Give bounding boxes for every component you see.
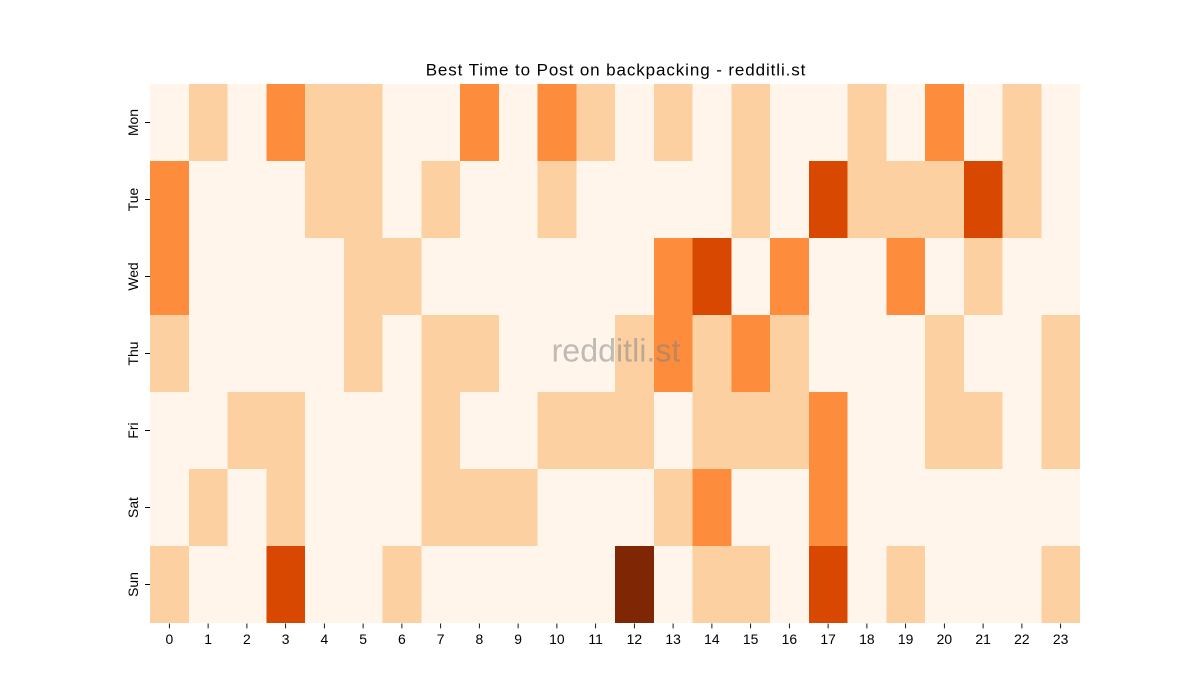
svg-text:Best Time to Post on backpacki: Best Time to Post on backpacking - reddi… <box>426 61 807 80</box>
svg-text:2: 2 <box>243 631 251 647</box>
svg-text:16: 16 <box>782 631 798 647</box>
svg-text:Sat: Sat <box>125 497 141 518</box>
svg-text:0: 0 <box>166 631 174 647</box>
svg-text:10: 10 <box>549 631 565 647</box>
svg-text:Wed: Wed <box>125 262 141 290</box>
svg-text:18: 18 <box>859 631 875 647</box>
svg-text:19: 19 <box>898 631 914 647</box>
svg-text:12: 12 <box>627 631 643 647</box>
svg-text:13: 13 <box>665 631 681 647</box>
svg-text:17: 17 <box>820 631 836 647</box>
svg-text:6: 6 <box>398 631 406 647</box>
svg-text:redditli.st: redditli.st <box>552 333 681 369</box>
svg-text:7: 7 <box>437 631 445 647</box>
svg-text:15: 15 <box>743 631 759 647</box>
svg-text:1: 1 <box>204 631 212 647</box>
svg-text:Fri: Fri <box>125 422 141 438</box>
svg-text:5: 5 <box>359 631 367 647</box>
svg-text:21: 21 <box>975 631 991 647</box>
svg-text:3: 3 <box>282 631 290 647</box>
svg-text:14: 14 <box>704 631 720 647</box>
svg-text:23: 23 <box>1053 631 1069 647</box>
svg-text:8: 8 <box>476 631 484 647</box>
svg-text:Mon: Mon <box>125 109 141 136</box>
svg-text:Sun: Sun <box>125 572 141 597</box>
svg-text:Thu: Thu <box>125 342 141 366</box>
svg-text:9: 9 <box>514 631 522 647</box>
svg-text:20: 20 <box>937 631 953 647</box>
svg-text:11: 11 <box>588 631 603 647</box>
svg-text:Tue: Tue <box>125 188 141 212</box>
svg-text:22: 22 <box>1014 631 1030 647</box>
svg-text:4: 4 <box>321 631 329 647</box>
